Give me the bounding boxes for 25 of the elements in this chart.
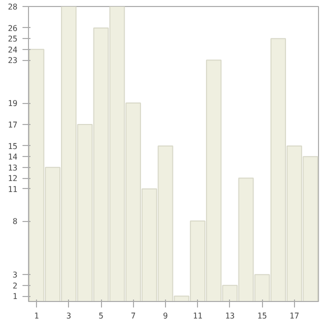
- x-tick-label: 1: [34, 312, 40, 320]
- y-tick-label: 28: [8, 2, 18, 12]
- y-tick-label: 15: [8, 142, 18, 151]
- y-tick-label: 23: [8, 56, 18, 66]
- y-tick-label: 19: [8, 99, 18, 108]
- x-tick-label: 11: [192, 312, 203, 320]
- x-tick-label: 5: [98, 312, 104, 320]
- x-tick-label: 9: [163, 312, 168, 320]
- y-tick-label: 12: [8, 174, 18, 184]
- y-tick-label: 17: [8, 120, 18, 130]
- x-tick-label: 13: [225, 312, 235, 320]
- y-tick-label: 8: [12, 217, 18, 226]
- y-tick-label: 11: [8, 184, 18, 194]
- y-tick-label: 1: [12, 292, 18, 302]
- y-tick-label: 2: [12, 281, 18, 290]
- x-tick-label: 15: [257, 312, 268, 320]
- x-tick-label: 3: [66, 312, 72, 320]
- y-tick-label: 25: [8, 34, 18, 44]
- x-tick-label: 17: [290, 312, 300, 320]
- y-tick-label: 13: [8, 163, 18, 172]
- y-tick-label: 14: [8, 152, 18, 162]
- y-tick-label: 24: [8, 45, 18, 54]
- x-tick-label: 7: [130, 312, 136, 320]
- y-tick-label: 3: [12, 270, 18, 280]
- y-tick-label: 26: [8, 24, 18, 33]
